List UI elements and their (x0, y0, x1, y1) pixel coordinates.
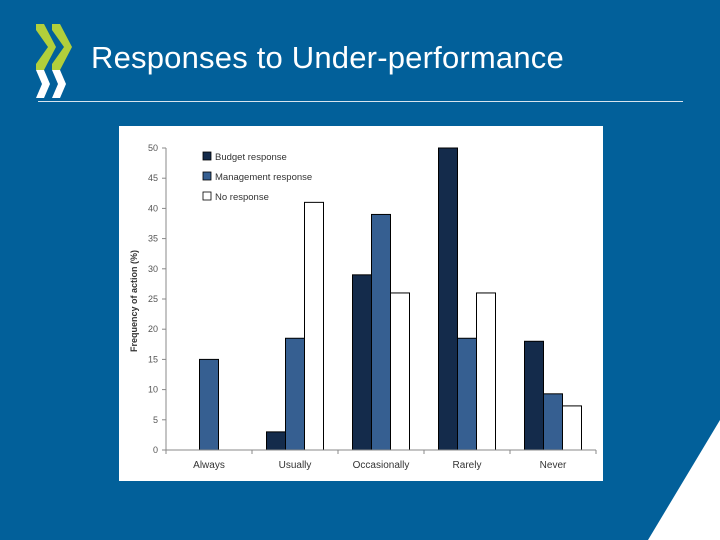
y-tick-label: 10 (148, 385, 158, 395)
bar-management-response-usually (285, 337, 305, 451)
legend-swatch (202, 171, 212, 181)
y-tick-label: 20 (148, 324, 158, 334)
bars (199, 147, 582, 451)
bar-no-response-usually (304, 201, 324, 451)
bar-no-response-occasionally (390, 292, 410, 451)
y-tick-label: 50 (148, 143, 158, 153)
bar-management-response-occasionally (371, 213, 391, 451)
y-tick-label: 45 (148, 173, 158, 183)
bar-management-response-always (199, 358, 219, 451)
y-axis: 0 5 10 15 20 25 30 35 40 45 50 (148, 143, 167, 455)
y-tick-label: 0 (153, 445, 158, 455)
category-label-rarely: Rarely (453, 460, 482, 471)
legend-label: Management response (215, 172, 312, 183)
slide-title: Responses to Under-performance (91, 40, 564, 75)
y-tick-label: 25 (148, 294, 158, 304)
category-label-usually: Usually (279, 460, 312, 471)
category-label-always: Always (193, 460, 225, 471)
oecd-logo-icon (36, 24, 72, 98)
y-tick-label: 5 (153, 415, 158, 425)
bar-no-response-never (562, 405, 582, 451)
y-tick-label: 15 (148, 354, 158, 364)
category-label-occasionally: Occasionally (353, 460, 410, 471)
legend: Budget response Management response No res… (202, 151, 312, 203)
bar-budget-response-never (524, 340, 544, 451)
legend-label: No response (215, 192, 269, 203)
y-axis-title: Frequency of action (%) (129, 250, 139, 352)
bar-chart: 0 5 10 15 20 25 30 35 40 45 50 Always Usually Occasi… (129, 143, 597, 471)
bar-management-response-never (543, 393, 563, 451)
bar-budget-response-occasionally (352, 274, 372, 451)
y-tick-label: 30 (148, 264, 158, 274)
bar-no-response-rarely (476, 292, 496, 451)
bar-budget-response-rarely (438, 147, 458, 451)
legend-swatch (202, 151, 212, 161)
title-divider (38, 101, 683, 102)
bar-budget-response-usually (266, 431, 286, 451)
chart-panel: 0 5 10 15 20 25 30 35 40 45 50 Always Usually Occasi… (119, 126, 603, 481)
bar-management-response-rarely (457, 337, 477, 451)
y-tick-label: 40 (148, 203, 158, 213)
legend-label: Budget response (215, 152, 287, 163)
legend-swatch (202, 191, 212, 201)
y-tick-label: 35 (148, 234, 158, 244)
category-label-never: Never (540, 460, 567, 471)
x-axis: Always Usually Occasionally Rarely Never (165, 449, 597, 471)
